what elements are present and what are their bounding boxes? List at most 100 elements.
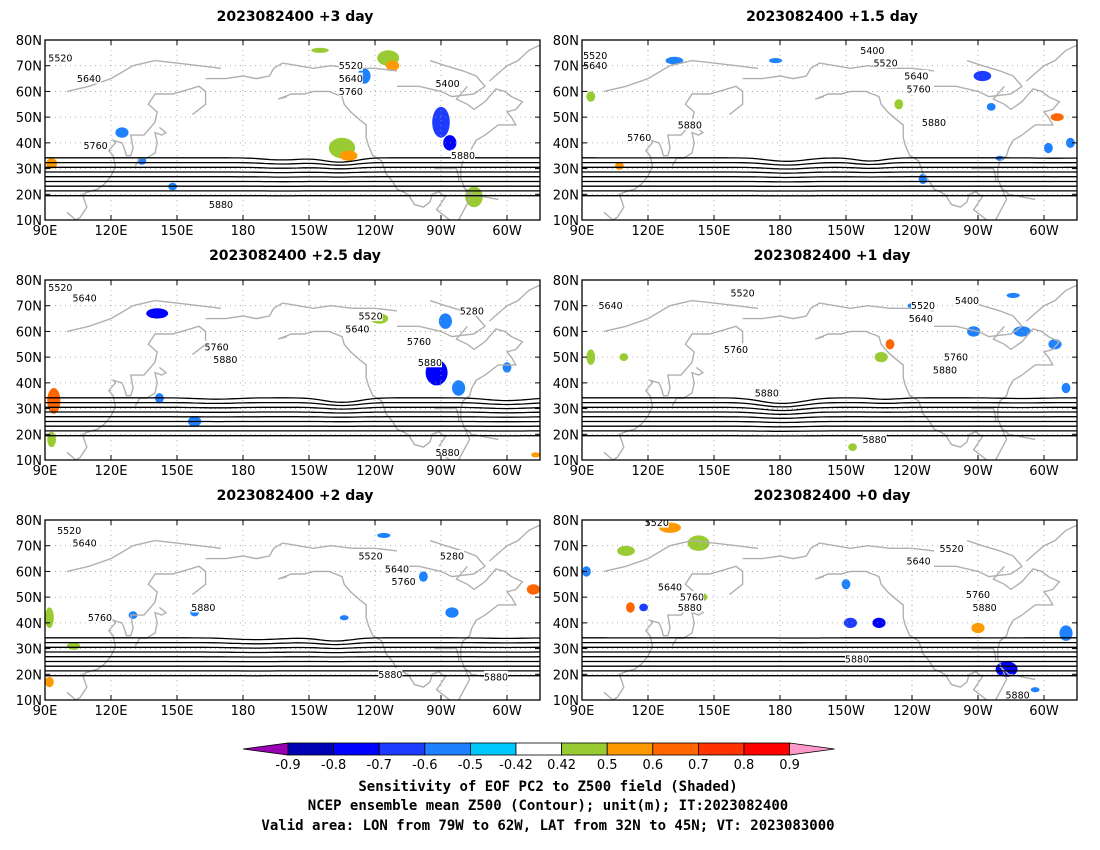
map-frame [581, 519, 1078, 701]
contour-label: 5640 [73, 294, 97, 305]
coastline [971, 647, 997, 662]
coastline [66, 299, 222, 333]
y-tick-label: 20N [553, 668, 579, 683]
y-tick-label: 70N [553, 300, 579, 315]
x-tick-label: 180 [231, 224, 256, 239]
contour-label-bg [644, 520, 669, 528]
y-tick-label: 30N [553, 643, 579, 658]
sensitivity-patch [445, 607, 459, 618]
sensitivity-patch [586, 349, 596, 365]
sensitivity-patch [918, 173, 928, 185]
map-panel: 5640 5520 5760 5880 5880 5520 5400 5640 5760 5880… [553, 274, 1078, 479]
sensitivity-patch [311, 47, 329, 53]
colorbar-box [378, 742, 426, 756]
contour-label-bg [213, 353, 238, 365]
coastline [397, 299, 487, 338]
x-tick-label: 150E [697, 464, 730, 479]
sensitivity-patch [848, 443, 857, 451]
coastline [814, 90, 988, 220]
coastline [277, 330, 451, 460]
contour-label-bg [358, 550, 383, 561]
contour-label-bg [955, 294, 979, 306]
y-tick-label: 10N [16, 214, 42, 229]
contour-label: 5880 [678, 120, 702, 131]
coastline [934, 539, 1024, 578]
coastline [1025, 284, 1077, 322]
contour-label: 5760 [88, 613, 112, 624]
contour-label: 5640 [909, 314, 933, 325]
panel-1: 2023082400 +3 day 5520 5640 5760 5880 5520 56… [16, 9, 541, 239]
y-tick-label: 50N [553, 111, 579, 126]
y-tick-label: 50N [553, 591, 579, 606]
contour-label-bg [418, 356, 442, 368]
coastline [934, 299, 1024, 338]
y-tick-label: 40N [553, 617, 579, 632]
contour-label-bg [209, 198, 233, 210]
x-tick-label: 150W [827, 704, 865, 719]
colorbar-box [333, 742, 380, 756]
y-tick-label: 70N [16, 540, 42, 555]
contour-label-bg [48, 281, 73, 293]
x-tick-label: 120W [356, 464, 394, 479]
x-tick-label: 120E [94, 704, 127, 719]
sensitivity-patch [971, 622, 985, 634]
contour-label: 5520 [48, 283, 72, 294]
coastline [488, 284, 540, 322]
contour-label: 5520 [359, 552, 383, 563]
coastline [1025, 44, 1077, 82]
x-tick-label: 60W [492, 464, 522, 479]
contour-label-bg [338, 85, 363, 97]
y-tick-label: 60N [16, 85, 42, 100]
contour-label: 5520 [731, 288, 755, 299]
coastline [66, 539, 222, 573]
sensitivity-patch [67, 642, 81, 650]
sensitivity-patch [1030, 687, 1040, 693]
contour-line [582, 416, 1077, 419]
x-tick-label: 90W [963, 704, 993, 719]
contour-label: 5760 [407, 337, 431, 348]
contour-line [45, 406, 540, 410]
panel-title: 2023082400 +1 day [754, 248, 911, 264]
sensitivity-patch [146, 308, 169, 319]
coastline [277, 570, 451, 700]
contour-label-bg [191, 601, 216, 613]
y-tick-label: 60N [553, 85, 579, 100]
y-tick-label: 20N [16, 428, 42, 443]
z500-contours [45, 397, 540, 437]
sensitivity-patch [531, 452, 540, 458]
sensitivity-patch [386, 60, 400, 71]
caption-line-1: Sensitivity of EOF PC2 to Z500 field (Sh… [358, 779, 737, 795]
y-tick-label: 30N [16, 403, 42, 418]
contour-label: 5880 [863, 435, 887, 446]
sensitivity-patch [526, 584, 540, 595]
y-tick-label: 60N [553, 325, 579, 340]
contour-label: 5400 [955, 296, 979, 307]
contour-label-bg [939, 542, 964, 554]
contour-line [45, 411, 540, 414]
sensitivity-patch [46, 158, 58, 169]
contour-label: 5880 [755, 389, 779, 400]
colorbar-box [469, 742, 517, 756]
map-frame [44, 39, 541, 221]
y-tick-label: 20N [16, 188, 42, 203]
x-tick-label: 150W [290, 224, 328, 239]
contour-label-bg [484, 670, 508, 682]
sensitivity-patch [377, 532, 391, 538]
y-tick-label: 50N [553, 351, 579, 366]
contour-line [582, 161, 1077, 166]
panel-6: 2023082400 +0 day 5520564057605880552056… [553, 488, 1078, 719]
panel-title: 2023082400 +0 day [754, 488, 911, 504]
panel-title: 2023082400 +3 day [217, 9, 374, 25]
coastline [434, 167, 460, 182]
map-frame [44, 279, 541, 461]
contour-label-bg [972, 601, 997, 613]
sensitivity-patch [502, 362, 512, 373]
x-tick-label: 120W [893, 704, 931, 719]
y-tick-label: 70N [553, 540, 579, 555]
sensitivity-patch [443, 135, 457, 151]
x-tick-label: 90W [426, 224, 456, 239]
y-tick-label: 70N [16, 60, 42, 75]
contour-label-bg [862, 433, 887, 445]
y-tick-label: 60N [16, 325, 42, 340]
contour-label-bg [72, 292, 97, 303]
